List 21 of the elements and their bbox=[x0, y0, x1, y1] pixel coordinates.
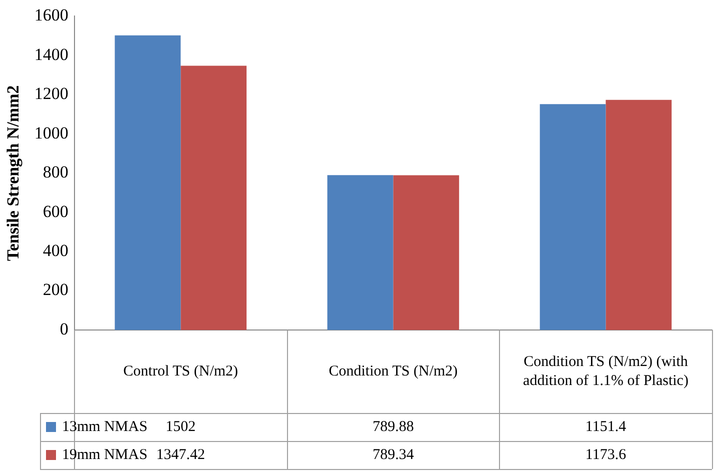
data-label: 1347.42 bbox=[156, 446, 206, 463]
y-tick-label: 1200 bbox=[34, 84, 68, 104]
y-tick-label: 600 bbox=[42, 202, 68, 221]
data-label: 789.88 bbox=[372, 418, 414, 435]
data-label: 1151.4 bbox=[585, 418, 627, 435]
y-tick-label: 400 bbox=[42, 241, 68, 260]
data-label: 1173.6 bbox=[585, 446, 627, 463]
y-tick-label: 1400 bbox=[34, 44, 68, 64]
legend-label: 19mm NMAS bbox=[62, 446, 148, 463]
x-tick-label: Control TS (N/m2) bbox=[123, 363, 238, 380]
y-tick-label: 800 bbox=[42, 162, 68, 182]
legend-label: 13mm NMAS bbox=[62, 418, 148, 435]
data-label: 1502 bbox=[166, 418, 196, 435]
y-tick-label: 0 bbox=[60, 319, 68, 338]
data-label: 789.34 bbox=[372, 446, 414, 463]
y-tick-label: 200 bbox=[42, 280, 68, 300]
x-tick-label: Condition TS (N/m2) bbox=[328, 363, 458, 380]
y-axis-title: Tensile Strength N/mm2 bbox=[4, 85, 23, 261]
y-tick-label: 1000 bbox=[34, 123, 68, 142]
y-tick-label: 1600 bbox=[34, 6, 68, 25]
x-tick-label: Condition TS (N/m2) (with addition of 1.1% of Plastic) bbox=[523, 354, 688, 389]
